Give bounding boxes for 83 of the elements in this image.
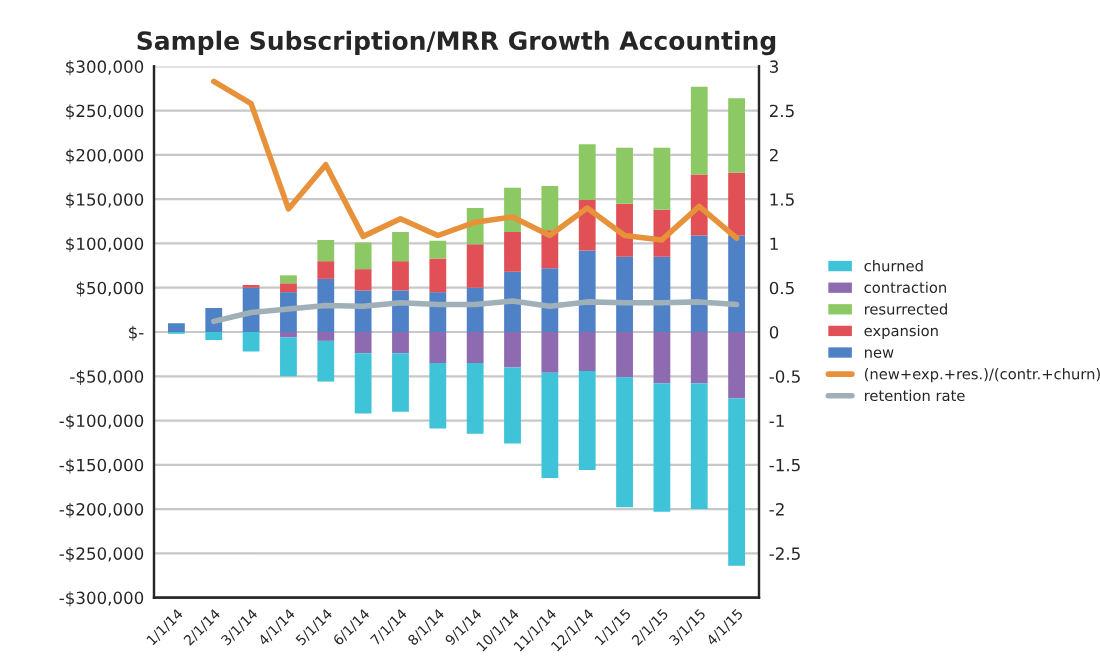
y-tick-label: $200,000 [66, 148, 144, 164]
y2-tick-label: -1.5 [769, 458, 800, 472]
bar [354, 353, 372, 414]
y-tick-label: $100,000 [66, 237, 144, 253]
bar [578, 250, 596, 332]
y-tick-label: $300,000 [66, 60, 144, 76]
bar [616, 332, 633, 378]
bar [354, 269, 372, 291]
y-tick-label: $50,000 [76, 281, 144, 297]
y-tick-label: -$50,000 [70, 369, 144, 386]
y-tick-label: $- [129, 325, 144, 341]
bar [690, 235, 708, 332]
y-tick-label: $150,000 [66, 192, 144, 208]
bar [392, 261, 409, 291]
bar [354, 332, 372, 354]
bar [578, 370, 596, 471]
y-tick-label: $250,000 [66, 104, 144, 120]
y2-tick-label: -2 [769, 503, 784, 516]
bar [280, 332, 297, 338]
bar [280, 283, 297, 293]
bar [541, 372, 559, 479]
y-tick-label: -$250,000 [59, 547, 144, 563]
bar [728, 398, 745, 566]
bar [690, 86, 708, 175]
bar [429, 332, 447, 363]
bar [690, 383, 708, 510]
bar [429, 240, 447, 259]
y-tick-label: -$200,000 [59, 502, 144, 518]
bar [578, 332, 596, 371]
y2-tick-label: 1.5 [770, 193, 794, 206]
bar [392, 353, 409, 412]
y-tick-label: -$100,000 [59, 414, 144, 430]
y2-tick-label: -1 [769, 414, 784, 427]
bar [728, 235, 745, 332]
bar [653, 147, 671, 210]
bar [504, 367, 521, 444]
bar [728, 172, 745, 236]
bar [616, 377, 633, 508]
y-tick-label: -$150,000 [59, 458, 144, 474]
bar [578, 144, 596, 201]
bar [653, 383, 671, 512]
bar [317, 261, 335, 279]
chart-title: Sample Subscription/MRR Growth Accounting [137, 30, 776, 56]
bar [616, 147, 633, 204]
bar [317, 239, 335, 262]
bar [728, 332, 745, 399]
bar [541, 332, 559, 373]
bar [466, 332, 484, 363]
bar [354, 242, 372, 270]
y-tick-label: -$300,000 [59, 591, 144, 607]
bar [616, 256, 633, 332]
y2-tick-label: 0 [769, 325, 779, 339]
bar [317, 332, 335, 341]
y2-tick-label: -2.5 [769, 547, 800, 560]
y2-tick-label: 2 [769, 148, 778, 162]
bar [168, 323, 185, 332]
bar [429, 362, 447, 429]
y2-tick-label: -0.5 [769, 370, 800, 383]
bar [280, 337, 297, 377]
y2-tick-label: 1 [770, 237, 778, 250]
bar [466, 362, 484, 434]
bar [690, 332, 708, 384]
line-series [210, 78, 740, 243]
bar [728, 98, 745, 173]
y2-tick-label: 3 [769, 60, 778, 73]
bar [392, 332, 409, 354]
bar [504, 231, 521, 272]
bar [541, 185, 559, 231]
bar [653, 332, 671, 384]
bar [392, 231, 409, 262]
line-series [210, 298, 740, 325]
bar [429, 258, 447, 293]
bar [504, 332, 521, 368]
bar [280, 275, 297, 284]
bar [242, 332, 260, 352]
y2-tick-label: 0.5 [769, 281, 794, 295]
bar [653, 256, 671, 332]
bar [541, 268, 559, 332]
bar [317, 340, 335, 382]
bar [466, 244, 484, 288]
y2-tick-label: 2.5 [769, 104, 794, 118]
bar [205, 332, 223, 340]
bar [504, 271, 521, 332]
